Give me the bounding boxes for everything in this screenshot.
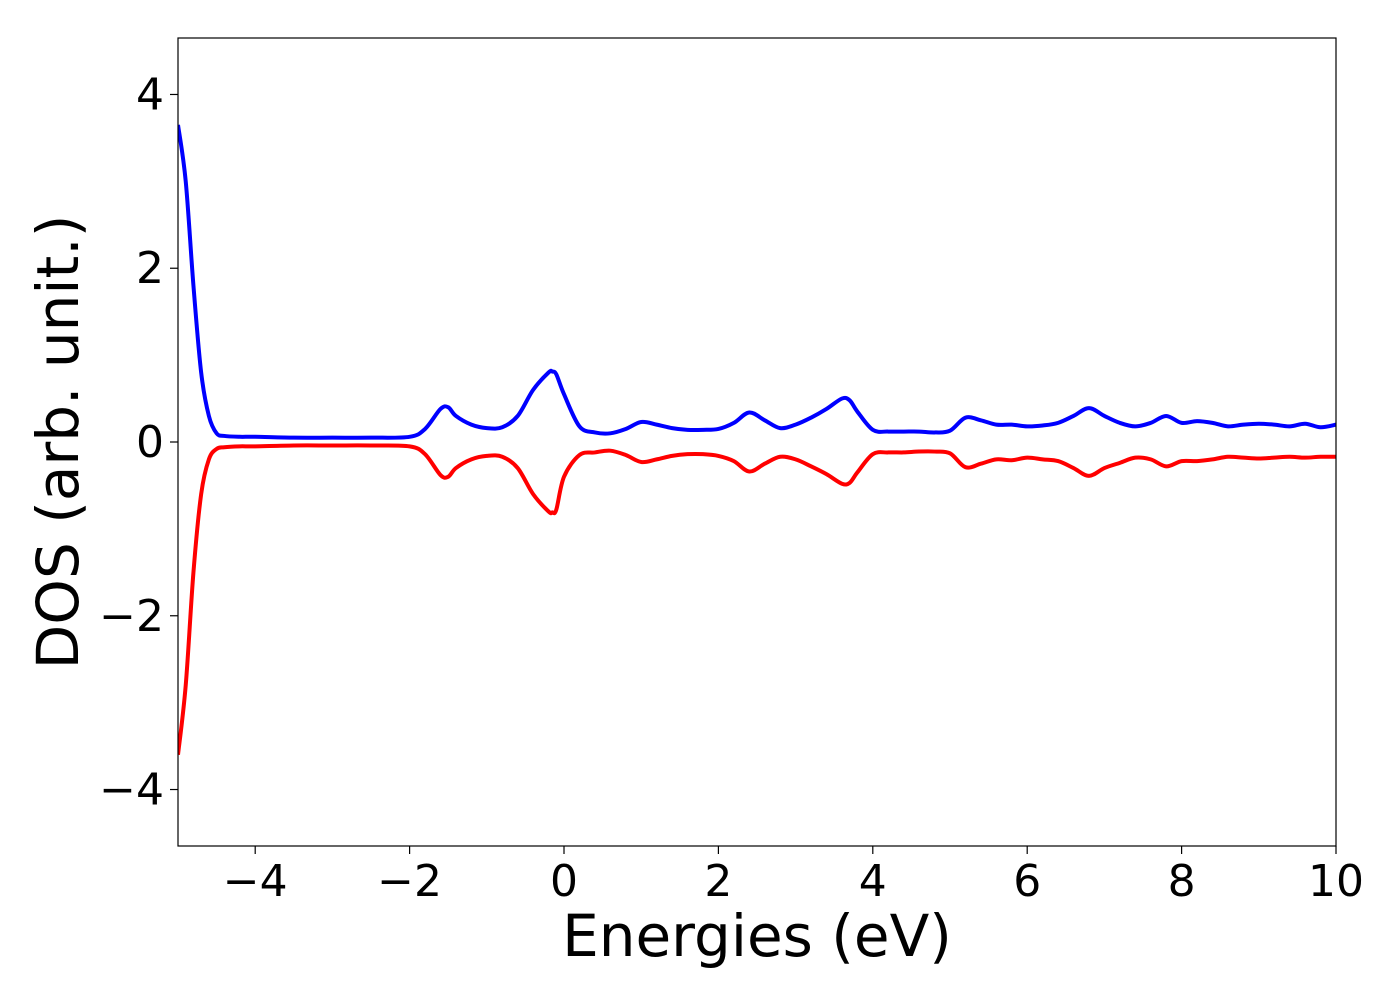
x-tick-label: 8 <box>1168 856 1196 907</box>
y-axis: −4 −2 0 2 4 <box>99 69 178 816</box>
x-tick-label: −2 <box>377 856 442 907</box>
series-line-0 <box>178 124 1336 440</box>
x-axis-title: Energies (eV) <box>562 902 952 970</box>
x-tick-label: 0 <box>550 856 578 907</box>
y-tick-label: −2 <box>99 591 164 642</box>
x-tick-label: 2 <box>704 856 732 907</box>
y-tick-label: 0 <box>136 417 164 468</box>
y-tick-label: −4 <box>99 765 164 816</box>
series-layer <box>178 124 1336 755</box>
x-tick-label: −4 <box>223 856 288 907</box>
plot-frame <box>177 37 1337 847</box>
y-tick-label: 2 <box>136 243 164 294</box>
x-tick-label: 4 <box>859 856 887 907</box>
y-axis-title: DOS (arb. unit.) <box>24 215 92 670</box>
x-tick-label: 6 <box>1013 856 1041 907</box>
x-axis: −4 −2 0 2 4 6 8 10 <box>223 846 1364 907</box>
y-tick-label: 4 <box>136 69 164 120</box>
series-line-1 <box>178 443 1336 755</box>
x-tick-label: 10 <box>1308 856 1364 907</box>
